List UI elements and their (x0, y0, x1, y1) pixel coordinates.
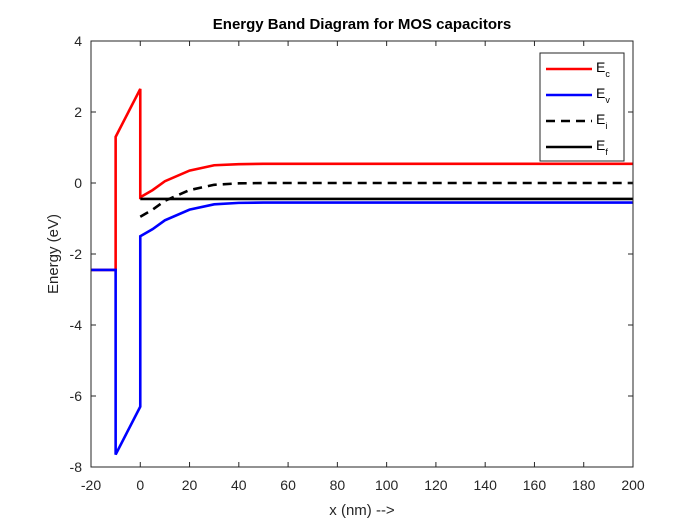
legend-label-ec: Ec (596, 59, 610, 79)
x-tick-label: 0 (136, 477, 144, 493)
legend-label-ev: Ev (596, 85, 610, 105)
series-layer (91, 88, 633, 456)
y-axis-label: Energy (eV) (45, 214, 62, 294)
series-line-ev (91, 201, 633, 456)
y-tick-label: 2 (74, 104, 82, 120)
x-tick-label: 140 (474, 477, 498, 493)
ticks-layer: -20 0 20 40 60 80 100 120 140 160 180 200-8-6-4-202… (70, 33, 645, 493)
y-tick-label: 4 (74, 33, 82, 49)
legend-label-sub: i (605, 121, 607, 131)
x-tick-label: 100 (375, 477, 399, 493)
x-tick-label: 20 (182, 477, 198, 493)
y-tick-label: -8 (70, 459, 83, 475)
legend-label-sub: c (605, 69, 610, 79)
legend-label-sub: f (605, 147, 608, 157)
legend-label-main: E (596, 137, 605, 153)
x-tick-label: 60 (280, 477, 296, 493)
legend-label-ef: Ef (596, 137, 608, 157)
legend-label-sub: v (605, 95, 610, 105)
legend-label-main: E (596, 111, 605, 127)
legend-box (539, 52, 625, 162)
chart-title: Energy Band Diagram for MOS capacitors (213, 16, 511, 33)
x-tick-label: 120 (424, 477, 448, 493)
y-tick-label: -2 (70, 246, 83, 262)
x-tick-label: 80 (330, 477, 346, 493)
legend-label-main: E (596, 85, 605, 101)
x-tick-label: 160 (523, 477, 547, 493)
series-line-ec (91, 88, 633, 272)
y-tick-label: -4 (70, 317, 83, 333)
y-tick-label: -6 (70, 388, 83, 404)
legend-label-ei: Ei (596, 111, 607, 131)
x-tick-label: 40 (231, 477, 247, 493)
y-tick-label: 0 (74, 175, 82, 191)
series-line-ei (139, 181, 633, 218)
x-tick-label: 200 (621, 477, 645, 493)
x-tick-label: -20 (81, 477, 101, 493)
legend-label-main: E (596, 59, 605, 75)
x-axis-label: x (nm) --> (329, 502, 395, 519)
x-tick-label: 180 (572, 477, 596, 493)
